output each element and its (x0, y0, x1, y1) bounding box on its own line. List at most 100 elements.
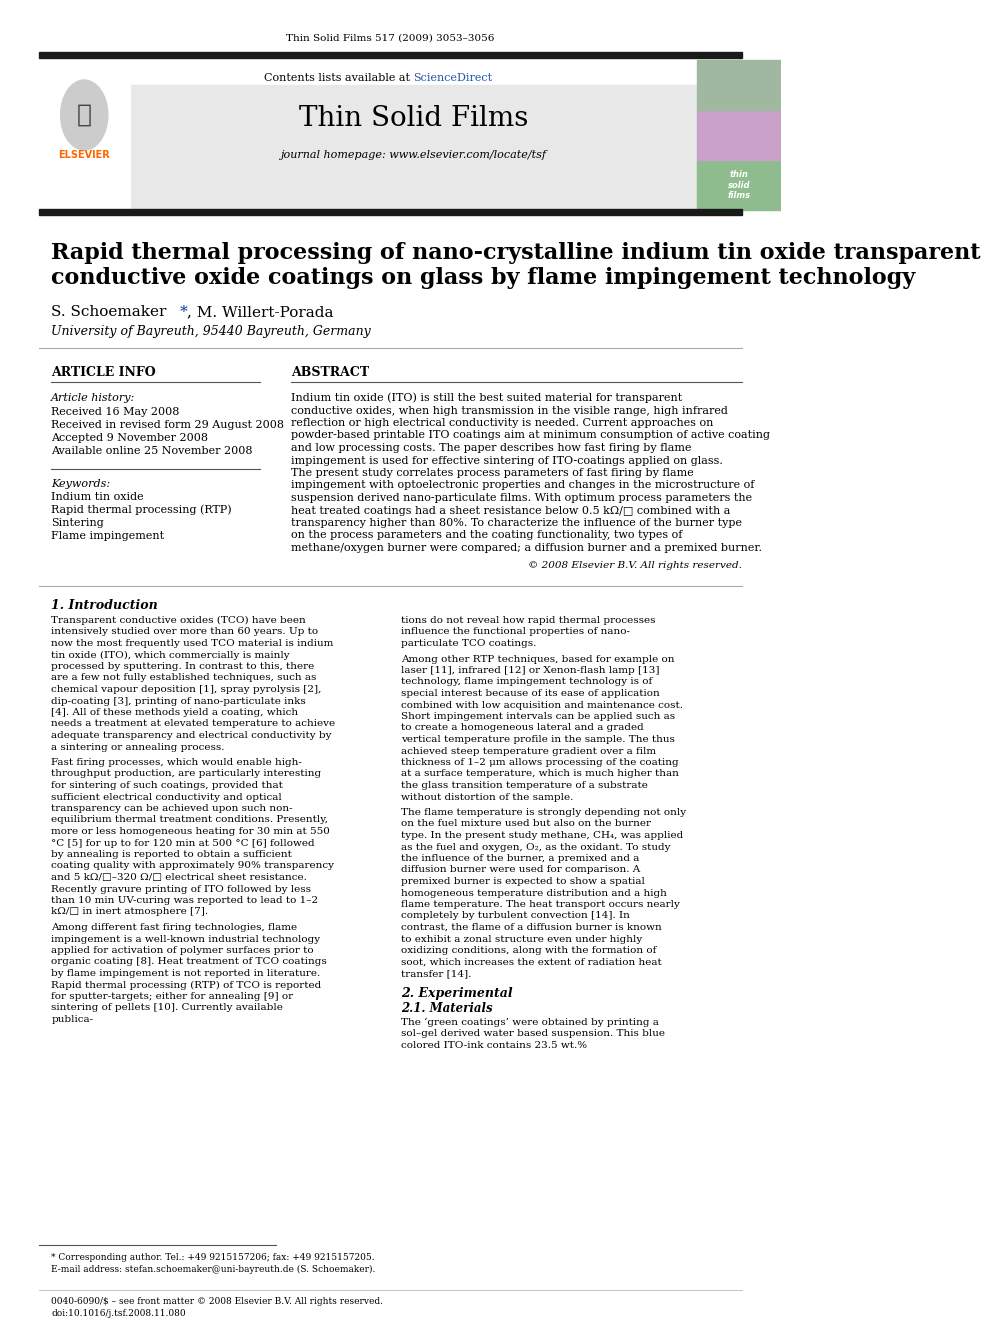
Text: Received in revised form 29 August 2008: Received in revised form 29 August 2008 (52, 419, 284, 430)
Text: throughput production, are particularly interesting: throughput production, are particularly … (52, 770, 321, 778)
Text: transparency can be achieved upon such non-: transparency can be achieved upon such n… (52, 804, 293, 814)
Text: ScienceDirect: ScienceDirect (414, 73, 492, 83)
Text: equilibrium thermal treatment conditions. Presently,: equilibrium thermal treatment conditions… (52, 815, 328, 824)
Text: methane/oxygen burner were compared; a diffusion burner and a premixed burner.: methane/oxygen burner were compared; a d… (292, 542, 762, 553)
Text: premixed burner is expected to show a spatial: premixed burner is expected to show a sp… (402, 877, 646, 886)
Text: laser [11], infrared [12] or Xenon-flash lamp [13]: laser [11], infrared [12] or Xenon-flash… (402, 665, 660, 675)
Text: tions do not reveal how rapid thermal processes: tions do not reveal how rapid thermal pr… (402, 617, 656, 624)
Text: Thin Solid Films: Thin Solid Films (299, 105, 528, 131)
Text: The ‘green coatings’ were obtained by printing a: The ‘green coatings’ were obtained by pr… (402, 1017, 660, 1027)
Text: to create a homogeneous lateral and a graded: to create a homogeneous lateral and a gr… (402, 724, 644, 733)
Text: at a surface temperature, which is much higher than: at a surface temperature, which is much … (402, 770, 680, 778)
Text: thickness of 1–2 μm allows processing of the coating: thickness of 1–2 μm allows processing of… (402, 758, 680, 767)
Text: Thin Solid Films 517 (2009) 3053–3056: Thin Solid Films 517 (2009) 3053–3056 (287, 33, 495, 42)
Text: Received 16 May 2008: Received 16 May 2008 (52, 407, 180, 417)
Text: Available online 25 November 2008: Available online 25 November 2008 (52, 446, 253, 456)
Text: transfer [14].: transfer [14]. (402, 968, 472, 978)
Text: Recently gravure printing of ITO followed by less: Recently gravure printing of ITO followe… (52, 885, 311, 893)
Text: sufficient electrical conductivity and optical: sufficient electrical conductivity and o… (52, 792, 282, 802)
Text: S. Schoemaker: S. Schoemaker (52, 306, 172, 319)
Text: publica-: publica- (52, 1015, 93, 1024)
Ellipse shape (61, 79, 108, 149)
Text: without distortion of the sample.: without distortion of the sample. (402, 792, 573, 802)
Text: soot, which increases the extent of radiation heat: soot, which increases the extent of radi… (402, 958, 663, 967)
Bar (40, 209, 742, 216)
Text: Contents lists available at: Contents lists available at (264, 73, 414, 83)
Text: powder-based printable ITO coatings aim at minimum consumption of active coating: powder-based printable ITO coatings aim … (292, 430, 770, 441)
Text: the glass transition temperature of a substrate: the glass transition temperature of a su… (402, 781, 649, 790)
Text: Among other RTP techniques, based for example on: Among other RTP techniques, based for ex… (402, 655, 675, 664)
Text: E-mail address: stefan.schoemaker@uni-bayreuth.de (S. Schoemaker).: E-mail address: stefan.schoemaker@uni-ba… (52, 1265, 376, 1274)
Bar (40, 52, 742, 58)
Text: Fast firing processes, which would enable high-: Fast firing processes, which would enabl… (52, 758, 302, 767)
Bar (696, 110, 782, 160)
Text: than 10 min UV-curing was reported to lead to 1–2: than 10 min UV-curing was reported to le… (52, 896, 318, 905)
Text: ARTICLE INFO: ARTICLE INFO (52, 365, 156, 378)
Text: University of Bayreuth, 95440 Bayreuth, Germany: University of Bayreuth, 95440 Bayreuth, … (52, 325, 371, 339)
Text: Article history:: Article history: (52, 393, 136, 404)
Text: flame temperature. The heat transport occurs nearly: flame temperature. The heat transport oc… (402, 900, 681, 909)
Text: chemical vapour deposition [1], spray pyrolysis [2],: chemical vapour deposition [1], spray py… (52, 685, 321, 695)
Text: completely by turbulent convection [14]. In: completely by turbulent convection [14].… (402, 912, 630, 921)
Text: suspension derived nano-particulate films. With optimum process parameters the: suspension derived nano-particulate film… (292, 493, 752, 503)
Text: on the fuel mixture used but also on the burner: on the fuel mixture used but also on the… (402, 819, 652, 828)
Text: * Corresponding author. Tel.: +49 9215157206; fax: +49 9215157205.: * Corresponding author. Tel.: +49 921515… (52, 1253, 375, 1262)
Text: *: * (180, 306, 187, 319)
Bar (40, 85, 130, 210)
Text: to exhibit a zonal structure even under highly: to exhibit a zonal structure even under … (402, 934, 643, 943)
Bar (130, 85, 696, 210)
Text: type. In the present study methane, CH₄, was applied: type. In the present study methane, CH₄,… (402, 831, 683, 840)
Text: Indium tin oxide: Indium tin oxide (52, 492, 144, 501)
Text: kΩ/□ in inert atmosphere [7].: kΩ/□ in inert atmosphere [7]. (52, 908, 208, 917)
Text: 2. Experimental: 2. Experimental (402, 987, 513, 1000)
Text: 1. Introduction: 1. Introduction (52, 599, 158, 613)
Bar (696, 60, 782, 110)
Text: heat treated coatings had a sheet resistance below 0.5 kΩ/□ combined with a: heat treated coatings had a sheet resist… (292, 505, 731, 516)
Text: on the process parameters and the coating functionality, two types of: on the process parameters and the coatin… (292, 531, 682, 541)
Text: oxidizing conditions, along with the formation of: oxidizing conditions, along with the for… (402, 946, 657, 955)
Text: by flame impingement is not reported in literature.: by flame impingement is not reported in … (52, 968, 320, 978)
Text: for sputter-targets; either for annealing [9] or: for sputter-targets; either for annealin… (52, 992, 294, 1002)
Text: diffusion burner were used for comparison. A: diffusion burner were used for compariso… (402, 865, 641, 875)
Text: particulate TCO coatings.: particulate TCO coatings. (402, 639, 537, 648)
Text: ABSTRACT: ABSTRACT (292, 365, 369, 378)
Text: homogeneous temperature distribution and a high: homogeneous temperature distribution and… (402, 889, 668, 897)
Bar (696, 160, 782, 210)
Text: now the most frequently used TCO material is indium: now the most frequently used TCO materia… (52, 639, 333, 648)
Text: Rapid thermal processing (RTP) of TCO is reported: Rapid thermal processing (RTP) of TCO is… (52, 980, 321, 990)
Text: a sintering or annealing process.: a sintering or annealing process. (52, 742, 224, 751)
Text: intensively studied over more than 60 years. Up to: intensively studied over more than 60 ye… (52, 627, 318, 636)
Text: Flame impingement: Flame impingement (52, 531, 165, 541)
Text: colored ITO-ink contains 23.5 wt.%: colored ITO-ink contains 23.5 wt.% (402, 1040, 587, 1049)
Text: Sintering: Sintering (52, 519, 104, 528)
Text: by annealing is reported to obtain a sufficient: by annealing is reported to obtain a suf… (52, 849, 292, 859)
Text: doi:10.1016/j.tsf.2008.11.080: doi:10.1016/j.tsf.2008.11.080 (52, 1310, 186, 1319)
Text: organic coating [8]. Heat treatment of TCO coatings: organic coating [8]. Heat treatment of T… (52, 958, 327, 967)
Text: combined with low acquisition and maintenance cost.: combined with low acquisition and mainte… (402, 700, 683, 709)
Text: tin oxide (ITO), which commercially is mainly: tin oxide (ITO), which commercially is m… (52, 651, 290, 660)
Text: thin
solid
films: thin solid films (728, 171, 751, 200)
Text: and low processing costs. The paper describes how fast firing by flame: and low processing costs. The paper desc… (292, 443, 691, 452)
Text: Keywords:: Keywords: (52, 479, 110, 490)
Text: conductive oxides, when high transmission in the visible range, high infrared: conductive oxides, when high transmissio… (292, 406, 728, 415)
Text: are a few not fully established techniques, such as: are a few not fully established techniqu… (52, 673, 316, 683)
Text: 🌳: 🌳 (76, 103, 91, 127)
Text: impingement with optoelectronic properties and changes in the microstructure of: impingement with optoelectronic properti… (292, 480, 755, 491)
Text: sol–gel derived water based suspension. This blue: sol–gel derived water based suspension. … (402, 1029, 666, 1039)
Text: ELSEVIER: ELSEVIER (59, 149, 110, 160)
Text: journal homepage: www.elsevier.com/locate/tsf: journal homepage: www.elsevier.com/locat… (281, 149, 547, 160)
Text: The present study correlates process parameters of fast firing by flame: The present study correlates process par… (292, 468, 694, 478)
Text: Indium tin oxide (ITO) is still the best suited material for transparent: Indium tin oxide (ITO) is still the best… (292, 393, 682, 404)
Text: Rapid thermal processing (RTP): Rapid thermal processing (RTP) (52, 504, 232, 515)
Text: Short impingement intervals can be applied such as: Short impingement intervals can be appli… (402, 712, 676, 721)
Text: [4]. All of these methods yield a coating, which: [4]. All of these methods yield a coatin… (52, 708, 299, 717)
Text: © 2008 Elsevier B.V. All rights reserved.: © 2008 Elsevier B.V. All rights reserved… (528, 561, 742, 570)
Text: Transparent conductive oxides (TCO) have been: Transparent conductive oxides (TCO) have… (52, 617, 306, 624)
Text: technology, flame impingement technology is of: technology, flame impingement technology… (402, 677, 653, 687)
Text: 0040-6090/$ – see front matter © 2008 Elsevier B.V. All rights reserved.: 0040-6090/$ – see front matter © 2008 El… (52, 1298, 383, 1307)
Text: needs a treatment at elevated temperature to achieve: needs a treatment at elevated temperatur… (52, 720, 335, 729)
Text: Accepted 9 November 2008: Accepted 9 November 2008 (52, 433, 208, 443)
Text: dip-coating [3], printing of nano-particulate inks: dip-coating [3], printing of nano-partic… (52, 696, 306, 705)
Text: , M. Willert-Porada: , M. Willert-Porada (186, 306, 333, 319)
Text: impingement is a well-known industrial technology: impingement is a well-known industrial t… (52, 934, 320, 943)
